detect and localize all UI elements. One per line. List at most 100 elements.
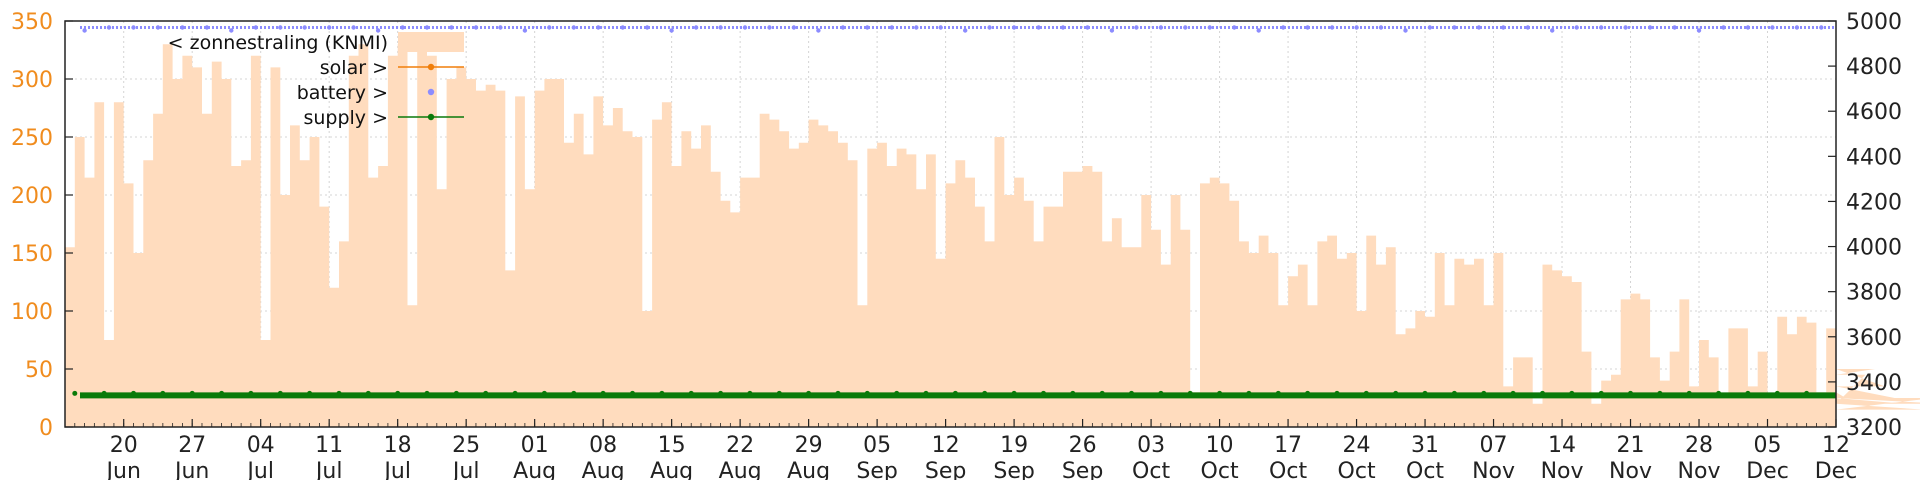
battery-point bbox=[1060, 25, 1066, 30]
tick-label-x-day: 31 bbox=[1411, 433, 1439, 458]
tick-label-x-day: 22 bbox=[726, 433, 754, 458]
tick-label-x-day: 27 bbox=[178, 433, 206, 458]
tick-label-left: 150 bbox=[11, 242, 53, 267]
supply-point bbox=[1716, 390, 1722, 396]
tick-label-x-month: Aug bbox=[582, 459, 625, 480]
supply-point bbox=[1451, 390, 1457, 396]
battery-point bbox=[1476, 25, 1482, 30]
supply-point bbox=[630, 390, 635, 396]
tick-label-x-month: Jul bbox=[245, 459, 274, 480]
battery-point bbox=[1085, 25, 1090, 30]
legend-swatch-point bbox=[427, 88, 435, 96]
legend: < zonnestraling (KNMI) solar > battery > su… bbox=[168, 32, 464, 129]
tick-label-x-month: Jun bbox=[173, 459, 209, 480]
supply-point bbox=[1334, 390, 1340, 396]
battery-point bbox=[1745, 25, 1751, 30]
tick-label-left: 100 bbox=[11, 300, 53, 325]
tick-label-x-month: Aug bbox=[650, 459, 693, 480]
supply-point bbox=[1628, 390, 1633, 396]
supply-point bbox=[101, 390, 107, 396]
battery-point bbox=[816, 28, 821, 33]
battery-point bbox=[351, 25, 356, 30]
battery-point bbox=[1134, 25, 1139, 30]
tick-label-x-month: Aug bbox=[513, 459, 556, 480]
battery-point bbox=[1672, 25, 1677, 30]
legend-swatch-area bbox=[398, 32, 464, 52]
battery-point bbox=[155, 25, 161, 30]
battery-point bbox=[1109, 28, 1115, 33]
battery-point bbox=[1501, 25, 1506, 30]
battery-point bbox=[498, 25, 503, 30]
tick-label-x-day: 15 bbox=[658, 433, 686, 458]
tick-label-x-day: 29 bbox=[795, 433, 823, 458]
supply-point bbox=[1481, 390, 1487, 396]
supply-point bbox=[923, 390, 929, 396]
tick-label-x-day: 19 bbox=[1000, 433, 1028, 458]
supply-point bbox=[1540, 390, 1545, 396]
tick-label-x-day: 04 bbox=[247, 433, 275, 458]
battery-point bbox=[1207, 25, 1213, 30]
tick-label-x-month: Oct bbox=[1269, 459, 1307, 480]
supply-point bbox=[1187, 390, 1193, 396]
supply-point bbox=[424, 390, 430, 396]
tick-label-left: 200 bbox=[11, 184, 53, 209]
battery-point bbox=[889, 25, 894, 30]
battery-point bbox=[571, 25, 576, 30]
tick-label-left: 50 bbox=[25, 358, 53, 383]
battery-point bbox=[1794, 25, 1800, 30]
tick-label-left: 350 bbox=[11, 10, 53, 35]
battery-point bbox=[106, 25, 112, 30]
supply-point bbox=[600, 390, 606, 396]
tick-label-x-day: 12 bbox=[1822, 433, 1850, 458]
tick-label-x-month: Jun bbox=[105, 459, 141, 480]
battery-point bbox=[1036, 25, 1041, 30]
tick-label-x-day: 03 bbox=[1137, 433, 1165, 458]
tick-label-x-month: Dec bbox=[1746, 459, 1789, 480]
battery-point bbox=[1696, 28, 1702, 33]
battery-point bbox=[1623, 25, 1628, 30]
battery-point bbox=[596, 25, 601, 30]
battery-point bbox=[1770, 25, 1775, 30]
battery-point bbox=[963, 28, 968, 33]
tick-label-right: 3600 bbox=[1846, 326, 1902, 351]
tick-label-x-day: 21 bbox=[1617, 433, 1645, 458]
supply-point bbox=[307, 390, 313, 396]
tick-label-x-month: Sep bbox=[925, 459, 966, 480]
battery-point bbox=[1574, 25, 1579, 30]
tick-label-x-month: Oct bbox=[1132, 459, 1170, 480]
supply-point bbox=[541, 390, 547, 396]
supply-point bbox=[894, 390, 900, 396]
battery-point bbox=[253, 25, 258, 30]
battery-point bbox=[278, 25, 283, 30]
tick-label-x-day: 20 bbox=[110, 433, 138, 458]
tick-label-right: 4600 bbox=[1846, 100, 1902, 125]
legend-label: battery > bbox=[297, 82, 388, 104]
supply-point bbox=[1686, 390, 1692, 396]
supply-point bbox=[1745, 390, 1751, 396]
battery-point bbox=[229, 28, 234, 33]
supply-point bbox=[336, 390, 342, 396]
battery-point bbox=[547, 25, 552, 30]
tick-label-x-month: Sep bbox=[993, 459, 1034, 480]
y-axis-left: 0 50 100 150 200 250 300 350 bbox=[11, 10, 73, 441]
battery-point bbox=[82, 28, 87, 33]
supply-point bbox=[248, 390, 254, 396]
battery-point bbox=[1378, 25, 1384, 30]
battery-point bbox=[645, 25, 650, 30]
battery-point bbox=[718, 25, 723, 30]
supply-point bbox=[1158, 390, 1164, 396]
battery-point bbox=[1329, 25, 1335, 30]
legend-label: < zonnestraling (KNMI) bbox=[168, 32, 388, 54]
legend-swatch-point bbox=[427, 113, 435, 121]
battery-point bbox=[473, 25, 479, 30]
tick-label-right: 5000 bbox=[1846, 10, 1902, 35]
supply-point bbox=[1129, 390, 1134, 396]
battery-point bbox=[1011, 25, 1017, 30]
battery-point bbox=[791, 25, 797, 30]
tick-label-x-month: Oct bbox=[1201, 459, 1239, 480]
battery-point bbox=[742, 25, 748, 30]
battery-point bbox=[180, 25, 185, 30]
supply-point bbox=[1217, 390, 1223, 396]
irradiance-area-path bbox=[65, 44, 1920, 427]
